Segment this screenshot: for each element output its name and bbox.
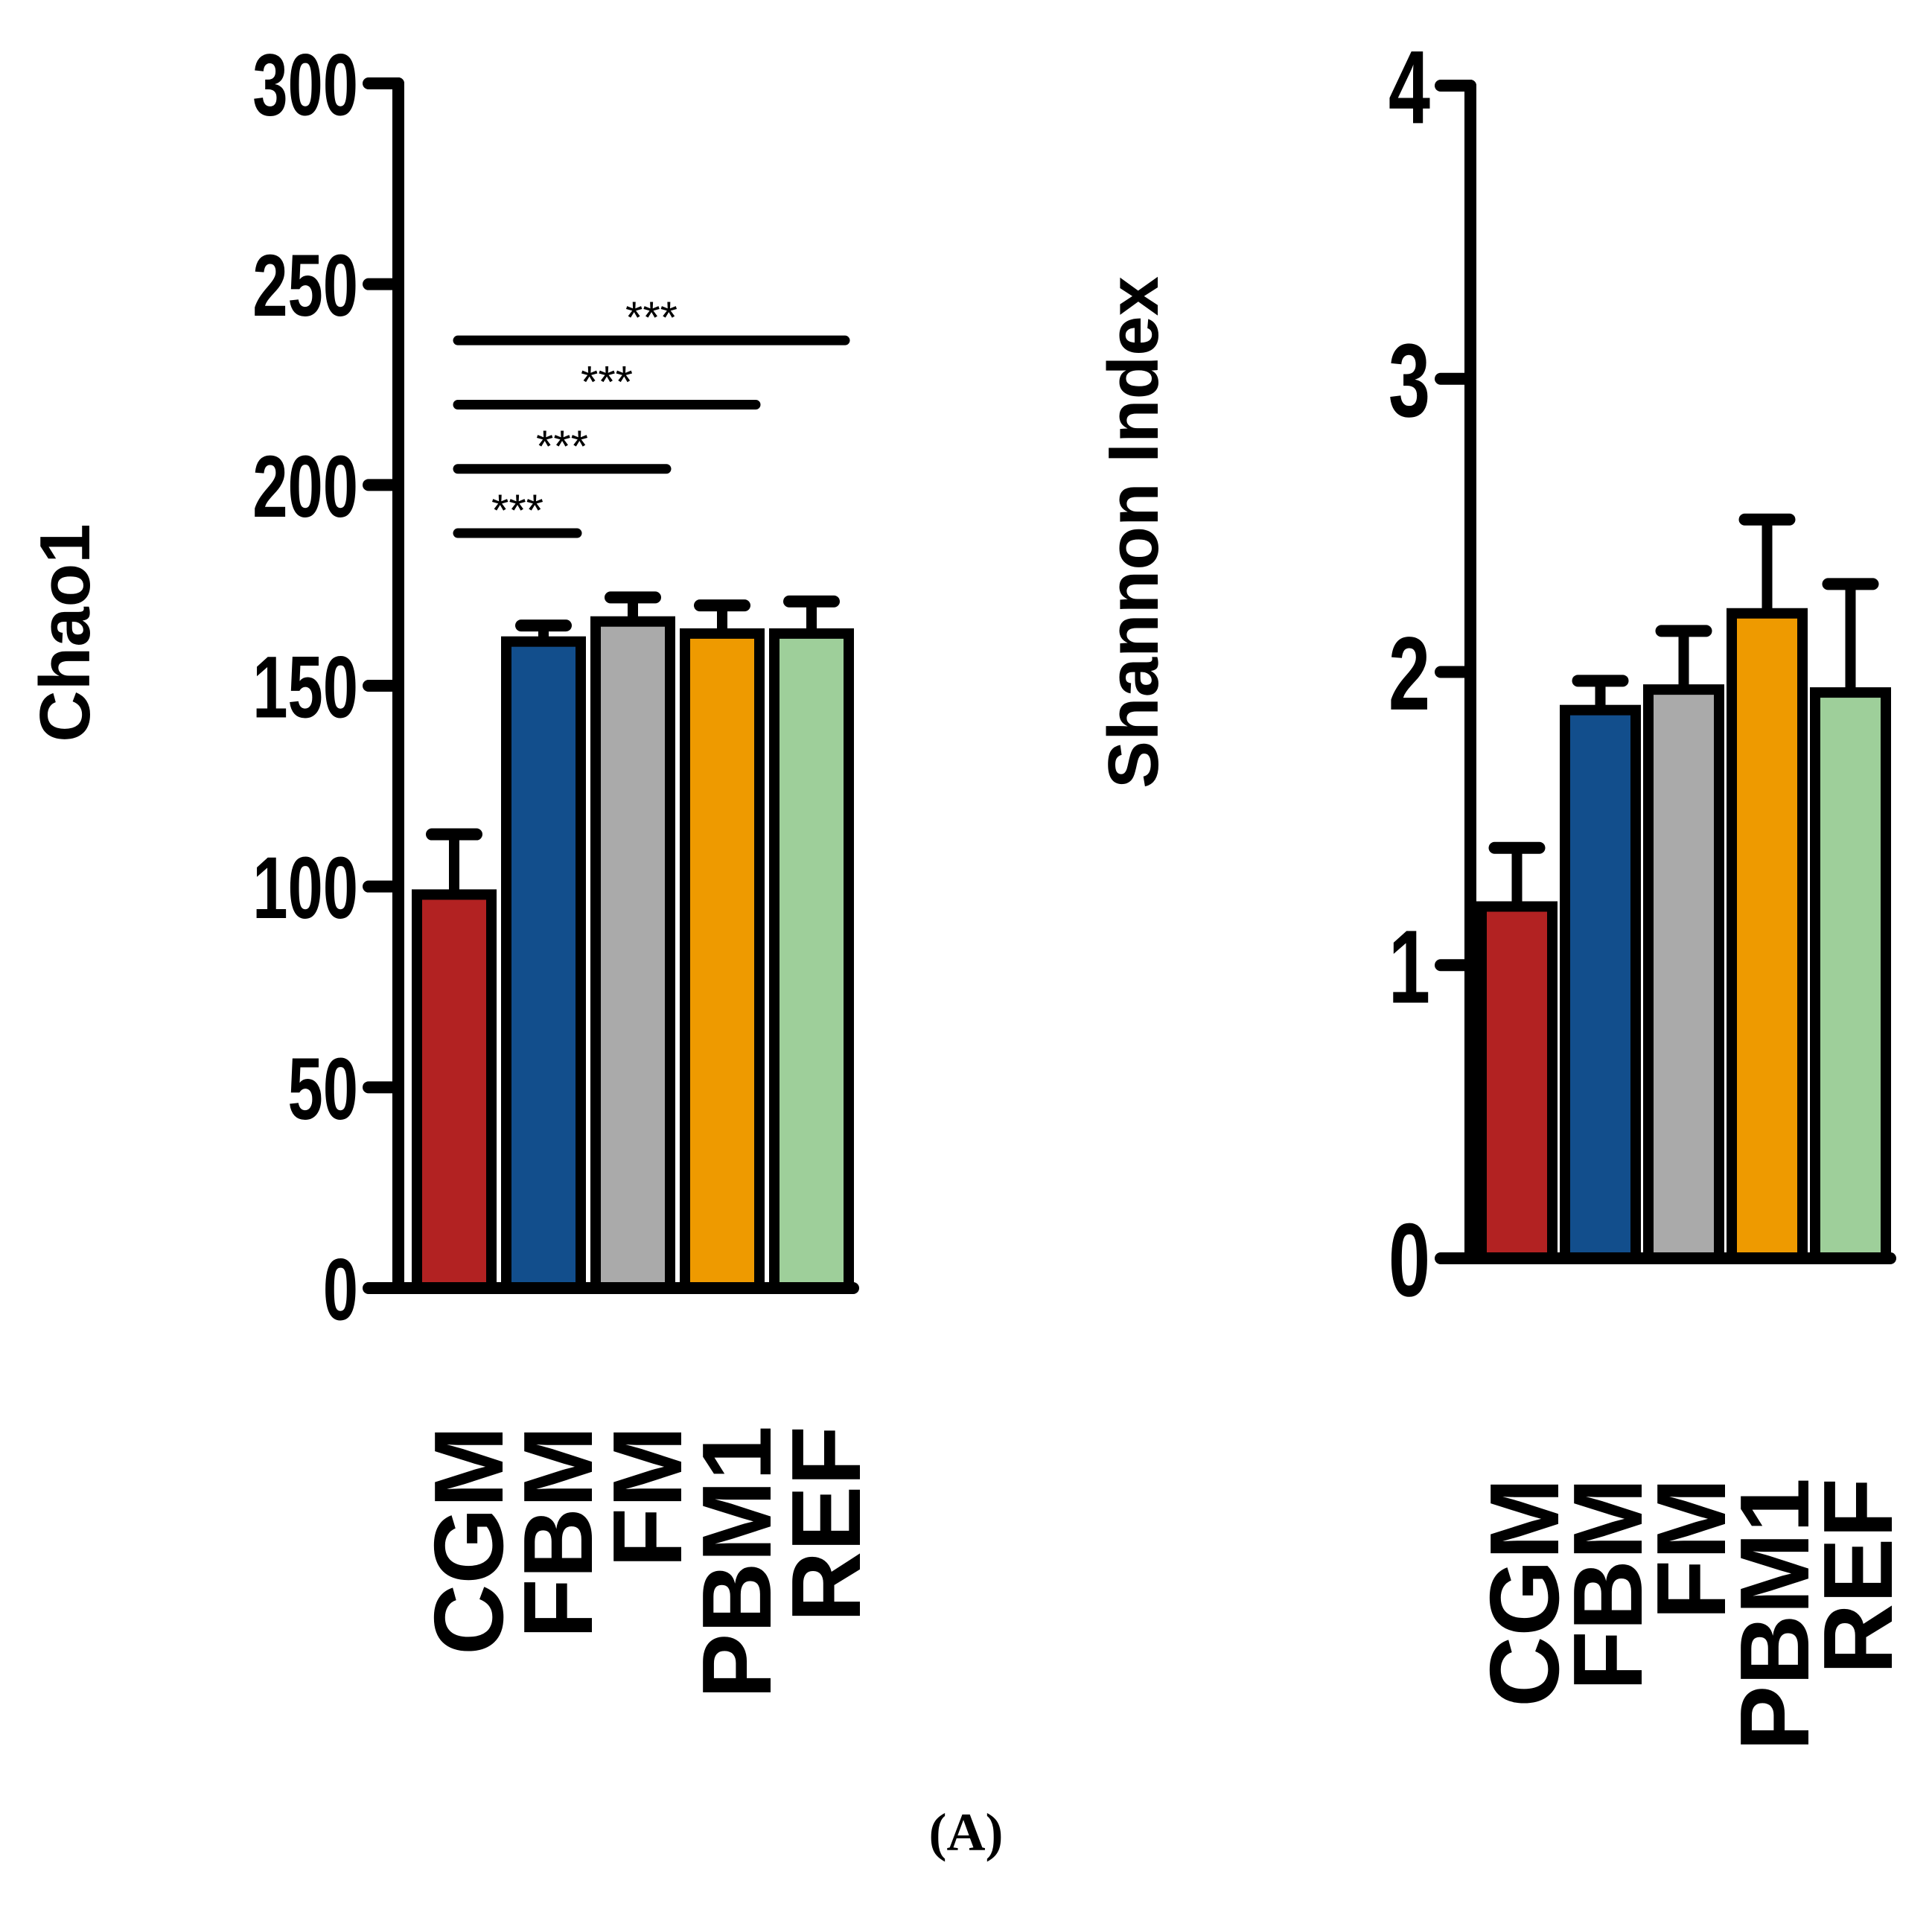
y-tick-label-group-4: 4 (1389, 29, 1430, 145)
category-label-cgm: CGM (414, 1426, 523, 1655)
bar-pbm1 (1727, 608, 1808, 1264)
category-label-cgm: CGM (1470, 1478, 1579, 1707)
bar-ref (769, 628, 854, 1293)
y-tick-label-4: 4 (1389, 29, 1430, 145)
y-tick-label-group-50: 50 (288, 1039, 358, 1138)
y-tick-label-group-150: 150 (252, 638, 358, 736)
y-tick-label-group-250: 250 (252, 236, 358, 334)
bar-cgm (412, 889, 497, 1294)
y-axis-title: Chao1 (25, 523, 105, 742)
panel-caption: (A) (928, 1803, 1004, 1862)
category-label-pbm1: PBM1 (1720, 1478, 1829, 1751)
y-tick-label-0: 0 (323, 1240, 358, 1339)
bar-fm (1643, 684, 1724, 1264)
y-tick-label-50: 50 (288, 1039, 358, 1138)
y-tick-label-group-1: 1 (1389, 908, 1430, 1025)
category-label-fm: FM (1636, 1478, 1746, 1620)
y-tick-label-group-3: 3 (1389, 322, 1430, 439)
bar-fbm (501, 636, 586, 1293)
significance-label-1: *** (491, 485, 543, 535)
category-label-fbm: FBM (1553, 1478, 1662, 1691)
y-tick-label-1: 1 (1389, 908, 1430, 1025)
y-tick-label-group-200: 200 (252, 437, 358, 535)
y-tick-label-group-300: 300 (252, 36, 358, 134)
bar-cgm (1476, 901, 1558, 1264)
bar-fm (590, 616, 675, 1293)
y-tick-label-group-0: 0 (323, 1240, 358, 1339)
y-tick-label-300: 300 (252, 36, 358, 134)
bar-fbm (1560, 704, 1641, 1264)
y-axis-title: Shannon Index (1094, 276, 1173, 788)
y-tick-label-2: 2 (1389, 616, 1430, 732)
y-tick-label-group-100: 100 (252, 838, 358, 937)
category-label-fbm: FBM (503, 1426, 613, 1639)
y-tick-label-100: 100 (252, 838, 358, 937)
significance-label-2: *** (536, 421, 588, 471)
y-tick-label-group-0: 0 (1389, 1202, 1430, 1318)
significance-label-3: *** (581, 357, 633, 407)
bar-ref (1810, 687, 1891, 1264)
y-tick-label-group-2: 2 (1389, 616, 1430, 732)
y-tick-label-250: 250 (252, 236, 358, 334)
category-label-pbm1: PBM1 (682, 1426, 791, 1699)
bar-pbm1 (680, 628, 765, 1293)
y-tick-label-200: 200 (252, 437, 358, 535)
significance-label-4: *** (625, 293, 678, 342)
y-tick-label-0: 0 (1389, 1202, 1430, 1318)
category-label-ref: REF (771, 1426, 881, 1622)
category-label-fm: FM (593, 1426, 702, 1568)
y-tick-label-3: 3 (1389, 322, 1430, 439)
category-label-ref: REF (1803, 1478, 1913, 1675)
y-tick-label-150: 150 (252, 638, 358, 736)
